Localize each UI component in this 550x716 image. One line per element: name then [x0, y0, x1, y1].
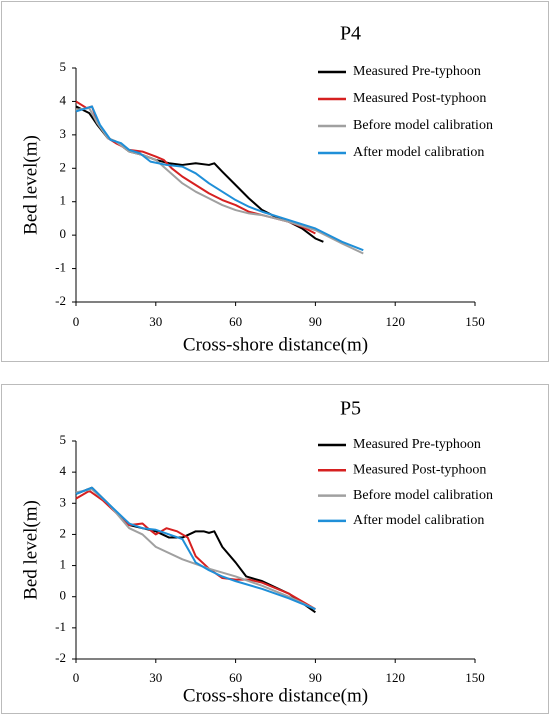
- chart-title: P5: [340, 398, 361, 420]
- x-tick-label: 0: [73, 670, 80, 685]
- y-tick-label: 1: [60, 193, 67, 208]
- y-tick-label: 0: [60, 588, 67, 603]
- x-tick-label: 150: [465, 670, 485, 685]
- panel-frame: [1, 384, 549, 714]
- y-tick-label: 2: [60, 525, 67, 540]
- x-tick-label: 60: [229, 670, 242, 685]
- legend-label: After model calibration: [353, 513, 484, 528]
- series-line: [75, 105, 364, 252]
- x-axis-label: Cross-shore distance(m): [183, 685, 368, 706]
- y-tick-label: -2: [55, 293, 66, 308]
- legend-label: Measured Post-typhoon: [353, 91, 486, 106]
- y-tick-label: 0: [60, 226, 67, 241]
- legend-label: Measured Pre-typhoon: [353, 64, 481, 79]
- x-tick-label: 120: [385, 670, 405, 685]
- y-tick-label: 3: [60, 126, 67, 141]
- y-axis-label: Bed level(m): [20, 135, 41, 235]
- x-tick-label: 0: [73, 314, 80, 329]
- x-axis-label: Cross-shore distance(m): [183, 334, 368, 355]
- y-axis-label: Bed level(m): [20, 500, 41, 600]
- series-line: [75, 486, 316, 611]
- x-tick-label: 60: [229, 314, 242, 329]
- series-line: [75, 100, 316, 235]
- x-tick-label: 90: [309, 314, 322, 329]
- y-tick-label: -2: [55, 650, 66, 665]
- x-tick-label: 150: [465, 314, 485, 329]
- y-tick-label: 4: [60, 92, 67, 107]
- y-tick-label: 1: [60, 557, 67, 572]
- x-tick-label: 90: [309, 670, 322, 685]
- panel-frame: [1, 1, 549, 362]
- x-tick-label: 120: [385, 314, 405, 329]
- chart-title: P4: [340, 23, 361, 45]
- legend-label: Before model calibration: [353, 118, 493, 133]
- y-tick-label: 4: [60, 463, 67, 478]
- legend-label: After model calibration: [353, 145, 484, 160]
- y-tick-label: -1: [55, 619, 66, 634]
- series-line: [75, 489, 316, 611]
- legend-label: Measured Pre-typhoon: [353, 437, 481, 452]
- y-tick-label: 5: [60, 59, 67, 74]
- y-tick-label: 5: [60, 432, 67, 447]
- x-tick-label: 30: [149, 314, 162, 329]
- legend-label: Measured Post-typhoon: [353, 463, 486, 478]
- y-tick-label: 3: [60, 494, 67, 509]
- y-tick-label: 2: [60, 159, 67, 174]
- x-tick-label: 30: [149, 670, 162, 685]
- legend-label: Before model calibration: [353, 488, 493, 503]
- y-tick-label: -1: [55, 260, 66, 275]
